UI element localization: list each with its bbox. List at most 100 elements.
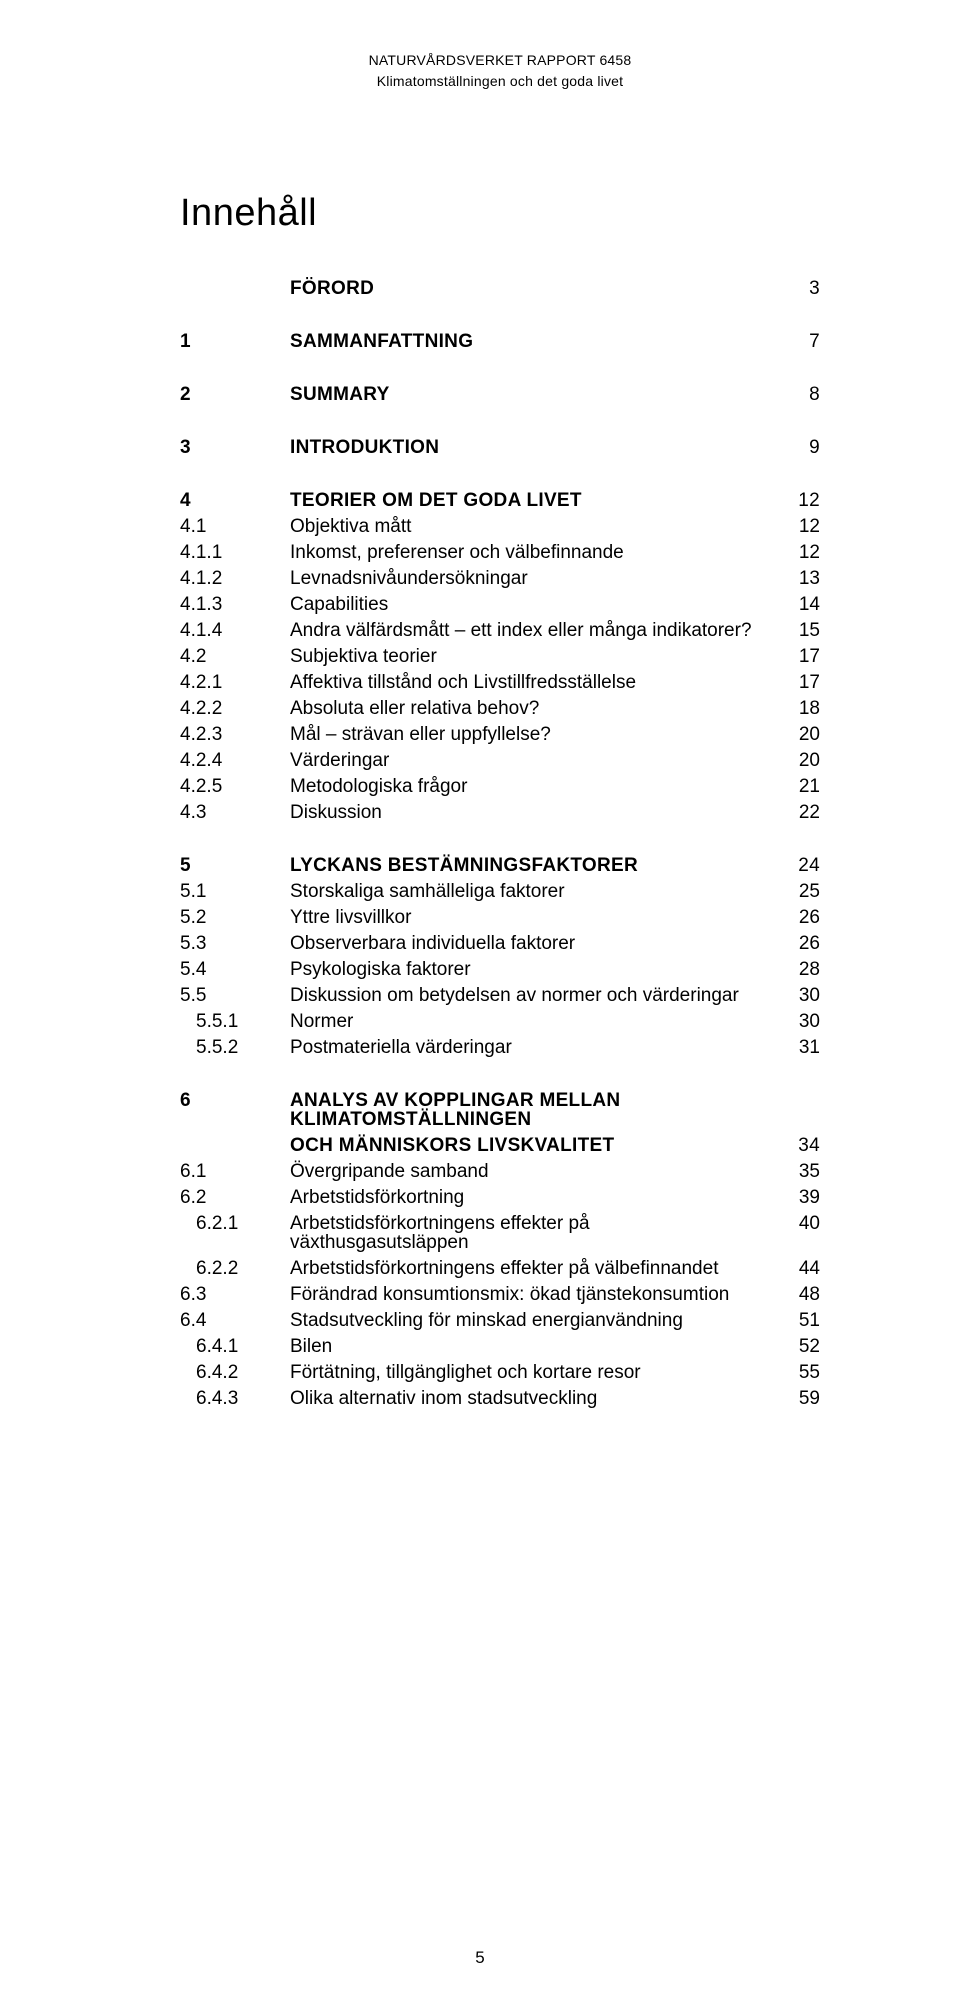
toc-entry-title: Förord [290,279,784,298]
toc-entry-number: 2 [180,385,290,404]
toc-entry-number: 4 [180,491,290,510]
toc-entry-title: Postmateriella värderingar [290,1038,784,1057]
toc-entry-title: Psykologiska faktorer [290,960,784,979]
toc-entry-title: Stadsutveckling för minskad energianvänd… [290,1311,784,1330]
toc-entry-title: Levnadsnivåundersökningar [290,569,784,588]
toc-entry-number: 4.1.3 [180,595,290,614]
toc-row: 6.2.2Arbetstidsförkortningens effekter p… [180,1259,820,1278]
toc-row: 6.1Övergripande samband35 [180,1162,820,1181]
toc-entry-number: 4.2.5 [180,777,290,796]
toc-entry-page: 15 [784,621,820,640]
toc-entry-number: 5 [180,856,290,875]
toc-row: 5.2Yttre livsvillkor26 [180,908,820,927]
toc-entry-title: Teorier om det goda livet [290,491,784,510]
toc-row: 6.2Arbetstidsförkortning39 [180,1188,820,1207]
toc-row: 4.2.3Mål – strävan eller uppfyllelse?20 [180,725,820,744]
toc-entry-title: Diskussion om betydelsen av normer och v… [290,986,784,1005]
toc-entry-number: 4.1 [180,517,290,536]
toc-row: 3Introduktion9 [180,438,820,457]
table-of-contents: Förord31Sammanfattning72Summary83Introdu… [180,279,820,1408]
toc-entry-page: 12 [784,491,820,510]
toc-entry-title: och människors livskvalitet [290,1136,784,1155]
toc-entry-number: 4.3 [180,803,290,822]
toc-entry-number: 6.4.2 [180,1363,290,1382]
toc-entry-page: 20 [784,725,820,744]
toc-entry-page: 39 [784,1188,820,1207]
toc-entry-title: Summary [290,385,784,404]
toc-entry-page: 14 [784,595,820,614]
toc-row: 4.2.5Metodologiska frågor21 [180,777,820,796]
toc-row: 6.4.2Förtätning, tillgänglighet och kort… [180,1363,820,1382]
toc-entry-page: 40 [784,1214,820,1233]
toc-row: 5.5Diskussion om betydelsen av normer oc… [180,986,820,1005]
toc-entry-title: Metodologiska frågor [290,777,784,796]
toc-row: 4Teorier om det goda livet12 [180,491,820,510]
toc-entry-number: 6.2 [180,1188,290,1207]
toc-entry-page: 26 [784,934,820,953]
toc-entry-number: 4.1.1 [180,543,290,562]
toc-block: 2Summary8 [180,385,820,404]
toc-entry-number: 6 [180,1091,290,1110]
toc-entry-title: Arbetstidsförkortningens effekter på väx… [290,1214,784,1252]
toc-row: 6.3Förändrad konsumtionsmix: ökad tjänst… [180,1285,820,1304]
toc-row: 5.3Observerbara individuella faktorer26 [180,934,820,953]
toc-entry-number: 6.4.1 [180,1337,290,1356]
toc-row: 6.2.1Arbetstidsförkortningens effekter p… [180,1214,820,1252]
toc-entry-number: 4.2.4 [180,751,290,770]
toc-entry-page: 17 [784,647,820,666]
toc-row: 4.1.1Inkomst, preferenser och välbefinna… [180,543,820,562]
toc-block: Förord3 [180,279,820,298]
toc-entry-title: Arbetstidsförkortningens effekter på väl… [290,1259,784,1278]
toc-title: Innehåll [180,192,820,235]
toc-row: 6.4Stadsutveckling för minskad energianv… [180,1311,820,1330]
toc-entry-page: 52 [784,1337,820,1356]
toc-entry-title: Absoluta eller relativa behov? [290,699,784,718]
toc-entry-number: 5.3 [180,934,290,953]
toc-row: 6.4.1Bilen52 [180,1337,820,1356]
toc-entry-title: Subjektiva teorier [290,647,784,666]
running-head: NATURVÅRDSVERKET RAPPORT 6458 Klimatomst… [180,50,820,92]
toc-row: 4.1.2Levnadsnivåundersökningar13 [180,569,820,588]
toc-entry-page: 48 [784,1285,820,1304]
toc-entry-page: 30 [784,986,820,1005]
toc-entry-number: 5.4 [180,960,290,979]
toc-entry-title: Objektiva mått [290,517,784,536]
toc-entry-title: Observerbara individuella faktorer [290,934,784,953]
toc-entry-title: Lyckans bestämningsfaktorer [290,856,784,875]
toc-entry-page: 17 [784,673,820,692]
toc-entry-title: Förtätning, tillgänglighet och kortare r… [290,1363,784,1382]
toc-entry-title: Capabilities [290,595,784,614]
running-head-line1: NATURVÅRDSVERKET RAPPORT 6458 [180,50,820,71]
toc-entry-number: 6.1 [180,1162,290,1181]
toc-entry-page: 20 [784,751,820,770]
toc-entry-page: 3 [784,279,820,298]
toc-entry-page: 7 [784,332,820,351]
toc-entry-title: Analys av kopplingar mellan klimatomstäl… [290,1091,784,1129]
page-number: 5 [0,1948,960,1968]
toc-entry-title: Introduktion [290,438,784,457]
toc-block: 6Analys av kopplingar mellan klimatomstä… [180,1091,820,1408]
toc-entry-title: Diskussion [290,803,784,822]
toc-entry-page: 30 [784,1012,820,1031]
toc-entry-page: 44 [784,1259,820,1278]
toc-entry-title: Yttre livsvillkor [290,908,784,927]
toc-entry-page: 35 [784,1162,820,1181]
toc-entry-number: 4.2.3 [180,725,290,744]
toc-entry-page: 24 [784,856,820,875]
toc-row: 4.2Subjektiva teorier17 [180,647,820,666]
toc-row: Förord3 [180,279,820,298]
toc-block: 4Teorier om det goda livet124.1Objektiva… [180,491,820,822]
toc-entry-page: 9 [784,438,820,457]
toc-entry-page: 12 [784,543,820,562]
toc-entry-number: 4.1.4 [180,621,290,640]
toc-entry-number: 5.5.2 [180,1038,290,1057]
running-head-line2: Klimatomställningen och det goda livet [180,71,820,92]
toc-entry-number: 3 [180,438,290,457]
toc-row: 4.1Objektiva mått12 [180,517,820,536]
toc-entry-title: Sammanfattning [290,332,784,351]
toc-entry-number: 4.2.1 [180,673,290,692]
toc-entry-title: Storskaliga samhälleliga faktorer [290,882,784,901]
toc-entry-number: 4.1.2 [180,569,290,588]
toc-row: 4.2.2Absoluta eller relativa behov?18 [180,699,820,718]
toc-entry-page: 59 [784,1389,820,1408]
